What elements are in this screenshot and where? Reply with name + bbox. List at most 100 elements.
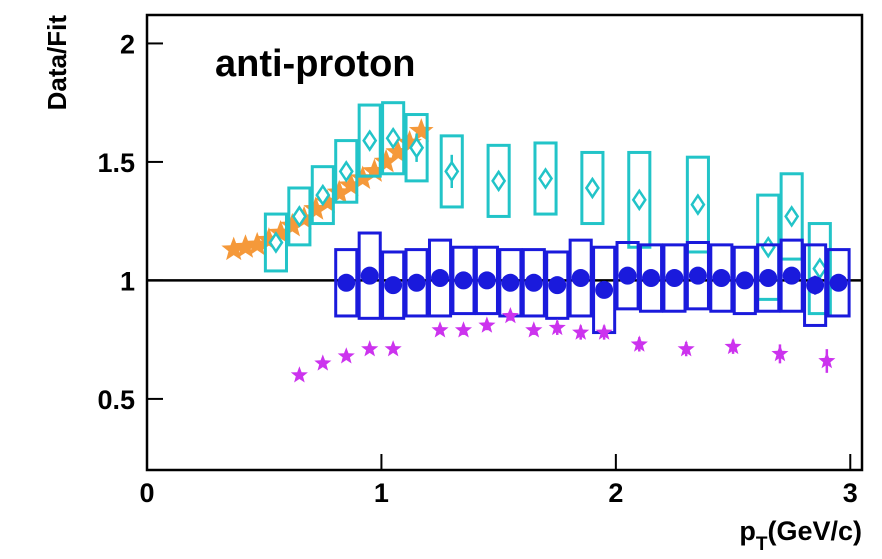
point	[538, 167, 554, 190]
systematic-box	[310, 165, 335, 226]
systematic-box	[803, 243, 828, 327]
x-label-main: p	[739, 516, 756, 546]
point	[630, 335, 648, 352]
systematic-box	[580, 150, 605, 226]
point	[444, 160, 460, 183]
point	[337, 273, 356, 292]
point	[677, 340, 695, 357]
point	[584, 176, 600, 200]
systematic-box	[685, 155, 710, 254]
point	[338, 172, 364, 197]
systematic-box	[263, 212, 288, 273]
point	[548, 276, 567, 295]
systematic-box	[807, 222, 832, 316]
point	[548, 318, 566, 336]
y-tick-label: 1.5	[97, 148, 135, 178]
point	[524, 273, 543, 292]
systematic-box	[826, 248, 851, 318]
point	[571, 269, 590, 288]
systematic-box	[521, 248, 546, 318]
systematic-box	[287, 186, 312, 247]
x-tick-label: 2	[608, 478, 623, 508]
systematic-box	[638, 243, 664, 313]
point	[665, 269, 684, 288]
point	[784, 205, 800, 228]
point	[477, 271, 496, 290]
point	[712, 269, 731, 288]
point	[525, 321, 543, 338]
point	[244, 231, 270, 256]
systematic-box	[334, 248, 359, 318]
systematic-box	[381, 101, 406, 176]
y-tick-label: 1	[120, 266, 135, 296]
point	[397, 130, 422, 154]
systematic-box	[732, 245, 757, 316]
systematic-box	[779, 238, 804, 313]
plot-frame	[145, 13, 864, 472]
systematic-box	[381, 250, 406, 320]
point	[759, 269, 778, 288]
point	[291, 205, 307, 228]
systematic-box	[451, 245, 476, 316]
point	[385, 139, 411, 163]
x-label-unit: (GeV/c)	[767, 516, 862, 546]
systematic-box	[404, 248, 429, 318]
point	[303, 196, 329, 220]
point	[361, 340, 379, 357]
point	[595, 280, 614, 299]
point	[314, 354, 332, 371]
point	[373, 148, 399, 173]
point	[431, 269, 450, 288]
point	[290, 366, 308, 383]
point	[595, 323, 613, 340]
systematic-box	[709, 243, 734, 313]
point	[268, 231, 284, 254]
point	[431, 321, 449, 338]
chart-title: anti-proton	[215, 43, 416, 85]
point	[280, 212, 305, 237]
point	[326, 179, 352, 204]
y-axis-label: Data/Fit	[42, 15, 72, 111]
point	[782, 266, 801, 285]
systematic-box	[404, 113, 429, 183]
point	[385, 126, 401, 150]
systematic-box	[357, 103, 382, 178]
y-tick-label: 0.5	[97, 385, 135, 415]
systematic-box	[545, 250, 570, 320]
point	[362, 129, 378, 152]
systematic-box	[533, 141, 558, 216]
systematic-box	[357, 231, 382, 320]
point	[818, 352, 836, 369]
point	[315, 189, 340, 213]
point	[491, 169, 507, 193]
point	[631, 188, 647, 212]
point	[384, 340, 402, 357]
point	[233, 234, 258, 258]
point	[256, 227, 282, 251]
point	[806, 276, 825, 295]
point	[618, 266, 637, 285]
point	[572, 323, 590, 340]
point	[478, 316, 496, 333]
point	[315, 183, 331, 207]
systematic-box	[474, 245, 499, 316]
systematic-box	[334, 139, 359, 204]
systematic-box	[779, 172, 804, 261]
point	[771, 344, 789, 362]
point	[362, 158, 387, 182]
point	[221, 236, 247, 261]
point	[735, 271, 754, 290]
y-tick-label: 2	[120, 29, 135, 59]
x-tick-label: 3	[843, 478, 858, 508]
systematic-box	[486, 143, 511, 218]
point	[690, 193, 706, 216]
point	[454, 321, 472, 338]
systematic-box	[427, 238, 453, 318]
systematic-box	[662, 243, 687, 313]
x-tick-label: 0	[139, 478, 154, 508]
point	[642, 269, 661, 288]
point	[408, 118, 434, 142]
point	[338, 160, 354, 183]
point	[501, 273, 520, 292]
